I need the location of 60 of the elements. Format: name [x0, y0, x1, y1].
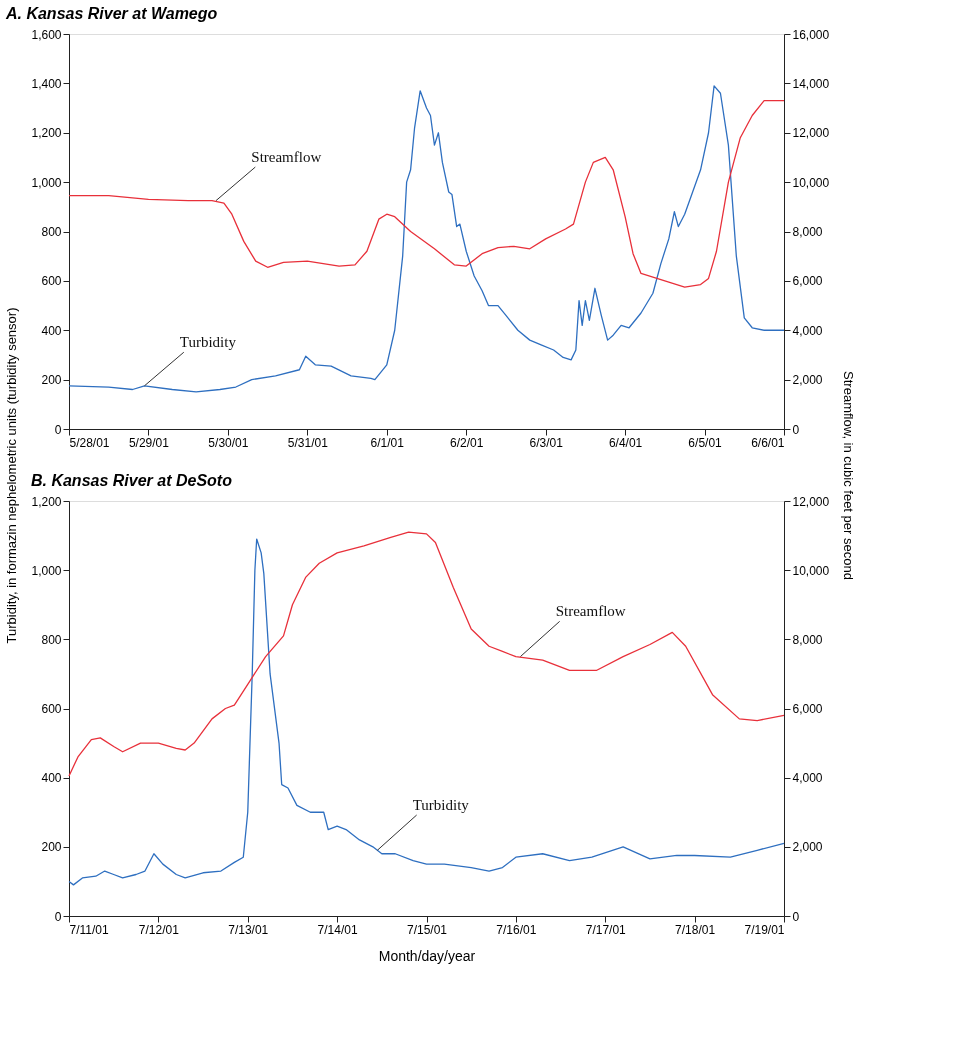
y-tick-label: 1,400: [31, 76, 62, 91]
y-tick-label: 0: [54, 422, 62, 437]
y-tick-label: 1,000: [31, 563, 62, 578]
y-tick-label: 1,200: [31, 494, 62, 509]
y2-tick-label: 2,000: [792, 373, 823, 388]
x-tick-label: 6/1/01: [370, 435, 405, 450]
y2-tick-label: 12,000: [792, 126, 830, 141]
x-tick-label: 7/19/01: [744, 922, 785, 937]
y-tick-label: 0: [54, 909, 62, 924]
x-tick-label: 5/31/01: [287, 435, 329, 450]
x-tick-label: 7/13/01: [228, 922, 269, 937]
y2-tick-label: 6,000: [792, 702, 823, 716]
y2-tick-label: 0: [792, 422, 800, 437]
y2-tick-label: 12,000: [792, 494, 830, 509]
y-tick-label: 800: [41, 632, 62, 647]
x-tick-label: 5/30/01: [208, 435, 249, 450]
annotation: Turbidity: [412, 797, 470, 814]
x-tick-label: 5/29/01: [128, 435, 170, 450]
x-tick-label: 6/2/01: [450, 435, 484, 450]
annotation: Turbidity: [179, 334, 237, 351]
x-tick-label: 5/28/01: [69, 435, 110, 450]
y2-tick-label: 10,000: [792, 563, 830, 578]
y-tick-label: 200: [41, 373, 62, 388]
x-tick-label: 7/17/01: [585, 922, 627, 937]
y2-axis-title: Streamflow, in cubic feet per second: [841, 371, 857, 580]
y-tick-label: 200: [41, 840, 62, 855]
y-tick-label: 400: [41, 771, 62, 786]
y-tick-label: 1,600: [31, 27, 62, 42]
x-tick-label: 7/12/01: [138, 922, 180, 937]
y-tick-label: 800: [41, 225, 62, 239]
x-tick-label: 7/14/01: [317, 922, 358, 937]
x-tick-label: 7/11/01: [69, 922, 109, 937]
chart-title: B. Kansas River at DeSoto: [30, 472, 233, 489]
x-axis-title: Month/day/year: [378, 947, 476, 964]
x-tick-label: 6/5/01: [688, 435, 723, 450]
chart-title: A. Kansas River at Wamego: [4, 5, 218, 22]
y2-tick-label: 14,000: [792, 76, 830, 91]
y-tick-label: 1,200: [31, 126, 62, 141]
y2-tick-label: 16,000: [792, 27, 830, 42]
y2-tick-label: 10,000: [792, 175, 830, 190]
y-tick-label: 600: [41, 274, 62, 289]
x-tick-label: 7/18/01: [675, 922, 716, 937]
y-tick-label: 1,000: [31, 175, 62, 190]
y2-tick-label: 8,000: [792, 225, 823, 239]
annotation: Streamflow: [251, 149, 322, 166]
annotation: Streamflow: [555, 603, 626, 620]
x-tick-label: 6/4/01: [608, 435, 643, 450]
x-tick-label: 7/16/01: [496, 922, 537, 937]
y-tick-label: 600: [41, 702, 62, 716]
y2-tick-label: 8,000: [792, 632, 823, 647]
x-tick-label: 6/3/01: [529, 435, 564, 450]
x-tick-label: 6/6/01: [751, 435, 785, 450]
y-axis-title: Turbidity, in formazin nephelometric units (turbidity sensor): [4, 307, 20, 644]
y2-tick-label: 0: [792, 909, 800, 924]
y2-tick-label: 2,000: [792, 840, 823, 855]
y2-tick-label: 6,000: [792, 274, 823, 289]
x-tick-label: 7/15/01: [406, 922, 448, 937]
y2-tick-label: 4,000: [792, 323, 823, 338]
y-tick-label: 400: [41, 323, 62, 338]
y2-tick-label: 4,000: [792, 771, 823, 786]
